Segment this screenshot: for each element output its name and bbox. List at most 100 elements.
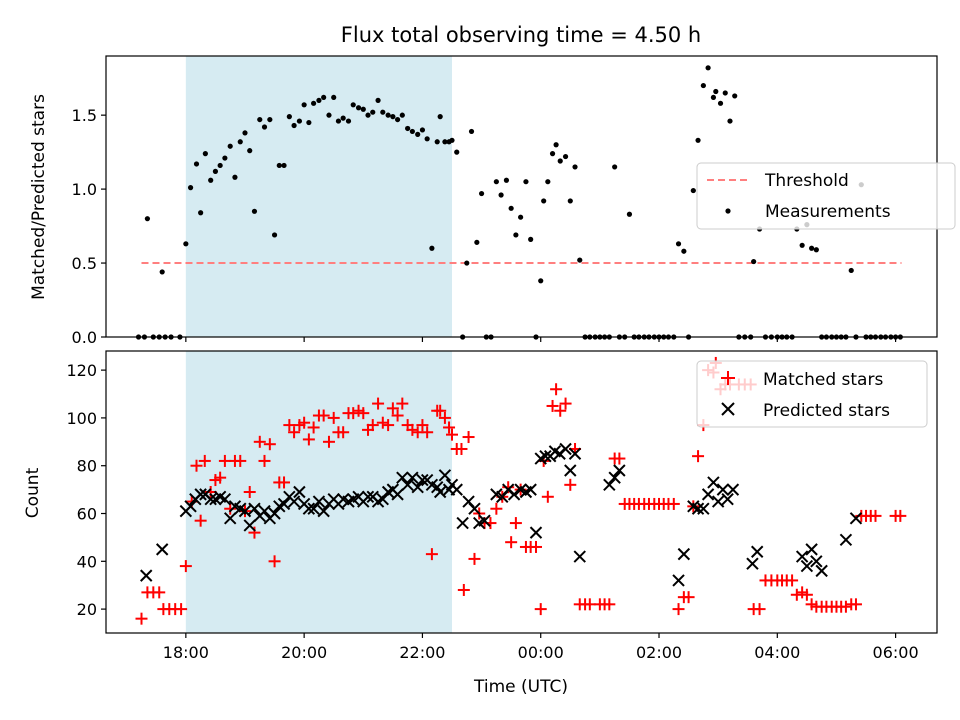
matched-star-point xyxy=(198,454,211,467)
measurement-point xyxy=(419,127,426,133)
predicted-star-stroke-b xyxy=(849,512,863,525)
x-tick-label: 02:00 xyxy=(636,643,682,662)
predicted-star-stroke-b xyxy=(691,502,705,515)
legend-top: Threshold Measurements xyxy=(696,162,956,230)
predicted-star-stroke-b xyxy=(336,492,350,506)
predicted-star-stroke-b xyxy=(514,483,527,496)
matched-star-point xyxy=(613,452,626,465)
legend-top-frame xyxy=(696,162,956,230)
matched-star-point xyxy=(534,603,547,616)
predicted-star-point xyxy=(529,526,543,539)
series-bottom-1 xyxy=(140,442,863,587)
predicted-star-stroke-b xyxy=(425,478,439,492)
predicted-star-stroke-b xyxy=(433,485,447,499)
matched-star-point xyxy=(278,476,291,489)
measurement-point xyxy=(281,162,287,169)
measurement-point xyxy=(513,232,519,238)
chart-title: Flux total observing time = 4.50 h xyxy=(341,23,701,47)
predicted-star-stroke-b xyxy=(302,502,316,515)
predicted-star-stroke-b xyxy=(613,464,626,477)
measurement-point xyxy=(424,136,430,142)
matched-star-point xyxy=(443,421,456,434)
measurement-point xyxy=(261,124,268,130)
predicted-star-point xyxy=(376,492,390,506)
predicted-star-point xyxy=(194,488,207,501)
measurement-point xyxy=(415,131,421,137)
measurement-point xyxy=(271,232,278,238)
predicted-star-point xyxy=(456,516,469,530)
measurement-point xyxy=(557,158,563,164)
predicted-star-stroke-b xyxy=(416,473,429,487)
measurement-point xyxy=(212,168,219,174)
predicted-star-point xyxy=(391,488,404,501)
predicted-star-stroke-b xyxy=(800,559,814,573)
predicted-star-point xyxy=(312,495,326,508)
matched-star-point xyxy=(253,435,266,448)
predicted-star-stroke-b xyxy=(548,445,562,458)
matched-star-point xyxy=(546,399,559,412)
predicted-star-point xyxy=(302,502,316,515)
y-tick-label-bottom: 100 xyxy=(66,409,97,428)
measurement-point xyxy=(335,118,342,124)
measurement-point xyxy=(198,210,204,216)
predicted-star-stroke-b xyxy=(155,543,169,556)
matched-star-point xyxy=(468,552,481,565)
predicted-star-stroke-b xyxy=(529,526,543,539)
predicted-star-point xyxy=(750,545,764,558)
measurement-point xyxy=(562,153,569,160)
measurement-point xyxy=(340,115,346,121)
legend-measurements-label: Measurements xyxy=(765,202,891,222)
predicted-star-point xyxy=(573,550,586,563)
legend-predicted-label: Predicted stars xyxy=(763,401,890,421)
x-axis-label: Time (UTC) xyxy=(473,677,568,697)
panel-bottom: 20 40 60 80 100 120 18:00 20:00 22:00 00:00 02:00 0… xyxy=(66,350,938,662)
matched-star-point xyxy=(153,586,166,599)
predicted-star-stroke-b xyxy=(411,481,424,494)
y-tick-label-top: 1.5 xyxy=(72,106,97,125)
matched-star-point xyxy=(541,490,554,503)
measurement-point xyxy=(247,148,253,154)
predicted-star-point xyxy=(608,471,621,484)
y-tick-label-bottom: 40 xyxy=(77,552,97,571)
measurement-point xyxy=(567,198,573,204)
predicted-star-point xyxy=(307,502,320,515)
matched-star-point xyxy=(446,428,459,441)
measurement-point xyxy=(409,128,415,135)
measurement-point xyxy=(232,174,238,180)
matched-star-point xyxy=(135,612,148,625)
predicted-star-stroke-b xyxy=(697,502,710,515)
matched-star-point xyxy=(372,397,385,410)
predicted-star-stroke-b xyxy=(287,495,301,508)
measurement-point xyxy=(468,128,475,135)
measurement-point xyxy=(291,122,297,129)
x-tick-label: 22:00 xyxy=(399,643,445,662)
measurement-point xyxy=(577,257,583,263)
matched-star-point xyxy=(786,574,799,587)
measurement-point xyxy=(713,88,719,95)
measurement-point xyxy=(553,142,559,148)
predicted-star-stroke-b xyxy=(361,490,375,503)
predicted-star-point xyxy=(849,512,863,525)
y-tick-label-top: 0.0 xyxy=(72,328,97,347)
predicted-star-point xyxy=(810,555,823,568)
measurement-point xyxy=(217,162,223,169)
matched-star-point xyxy=(268,555,281,568)
matched-star-point xyxy=(322,435,335,448)
predicted-star-stroke-b xyxy=(406,471,419,484)
predicted-star-point xyxy=(613,464,626,477)
measurement-point xyxy=(276,162,282,169)
matched-star-point xyxy=(554,404,567,417)
measurement-point xyxy=(286,114,292,120)
legend-bottom: Matched stars Predicted stars xyxy=(696,360,928,428)
predicted-star-stroke-b xyxy=(687,500,700,513)
predicted-star-point xyxy=(468,502,481,515)
predicted-star-point xyxy=(277,497,291,511)
measurement-point xyxy=(710,94,717,101)
measurement-point xyxy=(449,137,455,143)
predicted-star-stroke-b xyxy=(184,500,197,513)
measurement-point xyxy=(478,190,485,197)
predicted-star-stroke-b xyxy=(701,488,715,501)
axes-frame-bottom xyxy=(105,350,938,634)
matched-star-point xyxy=(692,450,705,463)
measurement-point xyxy=(390,114,396,120)
